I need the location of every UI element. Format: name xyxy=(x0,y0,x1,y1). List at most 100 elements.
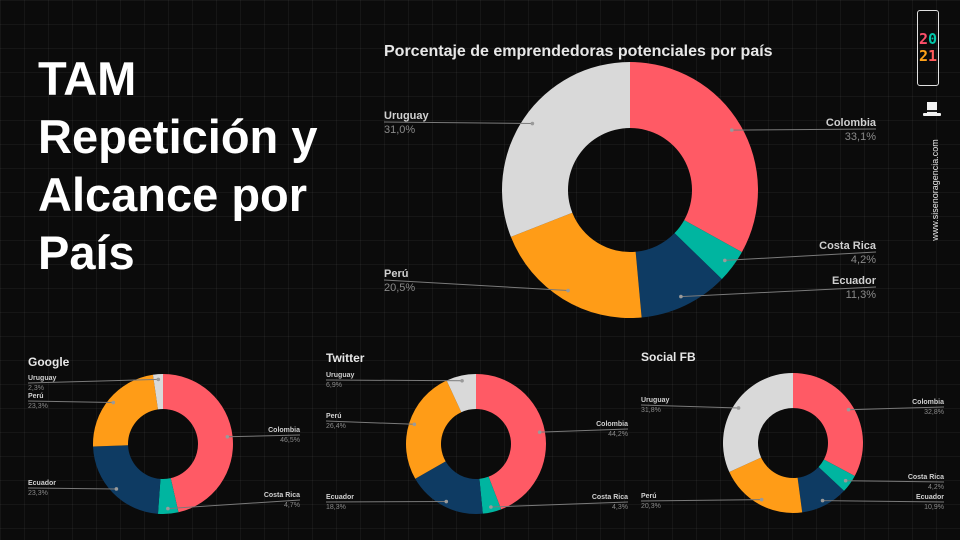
leader-dot xyxy=(489,505,493,509)
leader-line xyxy=(731,128,877,131)
leader-dot xyxy=(736,406,741,410)
value-label-ecuador: 10,9% xyxy=(924,504,944,511)
leader-dot xyxy=(530,121,535,126)
value-label-costa-rica: 4,2% xyxy=(928,484,944,491)
label-uruguay: Uruguay xyxy=(641,397,670,404)
value-label-ecuador: 11,3% xyxy=(846,289,877,301)
year-2021-logo-icon: 2 0 2 1 xyxy=(917,10,939,86)
leader-dot xyxy=(114,487,119,491)
leader-dot xyxy=(444,499,449,504)
value-label-colombia: 46,5% xyxy=(280,437,300,444)
leader-line xyxy=(227,434,301,438)
leader-dot xyxy=(412,422,417,427)
slice-colombia xyxy=(476,374,546,510)
leader-line xyxy=(848,406,945,411)
slice-peru xyxy=(406,380,462,479)
value-label-peru: 23,3% xyxy=(28,403,48,410)
leader-line xyxy=(383,279,569,292)
leader-dot xyxy=(723,258,727,263)
slice-uruguay xyxy=(152,374,163,410)
slice-uruguay xyxy=(502,62,630,237)
label-peru: Perú xyxy=(384,268,408,280)
slide-title-line: Alcance por xyxy=(38,168,308,221)
chart-title: Porcentaje de emprendedoras potenciales … xyxy=(384,43,773,60)
value-label-colombia: 44,2% xyxy=(608,431,628,438)
label-ecuador: Ecuador xyxy=(326,494,354,501)
chart-title: Google xyxy=(28,355,70,369)
slice-ecuador xyxy=(635,233,722,318)
slice-ecuador xyxy=(93,445,161,514)
leader-line xyxy=(822,500,945,503)
value-label-peru: 20,3% xyxy=(641,503,661,510)
slice-costa-rica xyxy=(157,478,179,514)
leader-dot xyxy=(225,435,230,439)
value-label-uruguay: 31,8% xyxy=(641,407,661,414)
leader-line xyxy=(539,428,629,433)
donut-chart-social-fb: Social FB Colombia 32,8% Costa Rica 4,2% Ecua… xyxy=(640,350,945,514)
value-label-uruguay: 6,9% xyxy=(326,382,342,389)
slice-ecuador xyxy=(415,461,483,514)
leader-dot xyxy=(679,294,683,299)
leader-line xyxy=(680,286,877,298)
slide-title: TAM Repetición y Alcance por País xyxy=(38,50,358,282)
leader-dot xyxy=(537,430,542,434)
leader-line xyxy=(325,379,463,382)
leader-dot xyxy=(846,407,851,412)
leader-line xyxy=(27,378,159,384)
leader-dot xyxy=(729,128,734,132)
label-ecuador: Ecuador xyxy=(916,494,944,501)
chart-title: Twitter xyxy=(326,351,365,365)
leader-dot xyxy=(166,506,170,511)
leader-dot xyxy=(156,377,161,382)
slice-peru xyxy=(93,374,158,447)
label-ecuador: Ecuador xyxy=(28,480,56,487)
label-colombia: Colombia xyxy=(912,399,944,406)
label-uruguay: Uruguay xyxy=(326,372,355,379)
leader-dot xyxy=(843,478,848,483)
slide-title-line: Repetición y xyxy=(38,110,318,163)
leader-dot xyxy=(820,498,825,503)
value-label-ecuador: 23,3% xyxy=(28,490,48,497)
logo-digit: 0 xyxy=(928,30,938,48)
slice-colombia xyxy=(630,62,758,253)
label-ecuador: Ecuador xyxy=(832,275,877,287)
donut-chart-porcentaje-de-emprendedoras-potenciales-por-pais: Porcentaje de emprendedoras potenciales … xyxy=(383,43,877,318)
value-label-colombia: 32,8% xyxy=(924,409,944,416)
leader-line xyxy=(167,499,301,510)
label-colombia: Colombia xyxy=(268,427,300,434)
label-costa-rica: Costa Rica xyxy=(592,494,628,501)
label-peru: Perú xyxy=(28,393,44,400)
leader-line xyxy=(490,501,629,508)
value-label-colombia: 33,1% xyxy=(845,131,876,143)
leader-dot xyxy=(566,288,570,293)
label-peru: Perú xyxy=(326,413,342,420)
slide-title-line: País xyxy=(38,226,135,279)
label-costa-rica: Costa Rica xyxy=(264,492,300,499)
leader-dot xyxy=(111,400,116,405)
donut-chart-twitter: Twitter Colombia 44,2% Costa Rica 4,3% Ecuado… xyxy=(325,351,629,514)
leader-line xyxy=(845,480,945,483)
value-label-uruguay: 31,0% xyxy=(384,124,415,136)
leader-line xyxy=(325,420,415,425)
label-uruguay: Uruguay xyxy=(384,110,430,122)
leader-dot xyxy=(460,378,464,383)
logo-digit: 2 xyxy=(918,30,928,48)
leader-line xyxy=(27,487,117,490)
slice-costa-rica xyxy=(479,476,502,514)
slice-uruguay xyxy=(446,374,476,413)
slice-peru xyxy=(510,212,642,318)
label-uruguay: Uruguay xyxy=(28,375,57,382)
leader-line xyxy=(27,400,114,404)
value-label-uruguay: 2,3% xyxy=(28,385,44,392)
slice-colombia xyxy=(793,373,863,476)
slice-colombia xyxy=(163,374,233,513)
slide-title-line: TAM xyxy=(38,52,137,105)
slice-costa-rica xyxy=(674,220,742,280)
label-costa-rica: Costa Rica xyxy=(819,240,877,252)
chart-title: Social FB xyxy=(641,350,696,364)
leader-dot xyxy=(759,497,764,502)
donut-chart-google: Google Colombia 46,5% Costa Rica 4,7% Ecuador… xyxy=(27,355,301,514)
value-label-peru: 26,4% xyxy=(326,423,346,430)
slice-ecuador xyxy=(797,466,845,513)
